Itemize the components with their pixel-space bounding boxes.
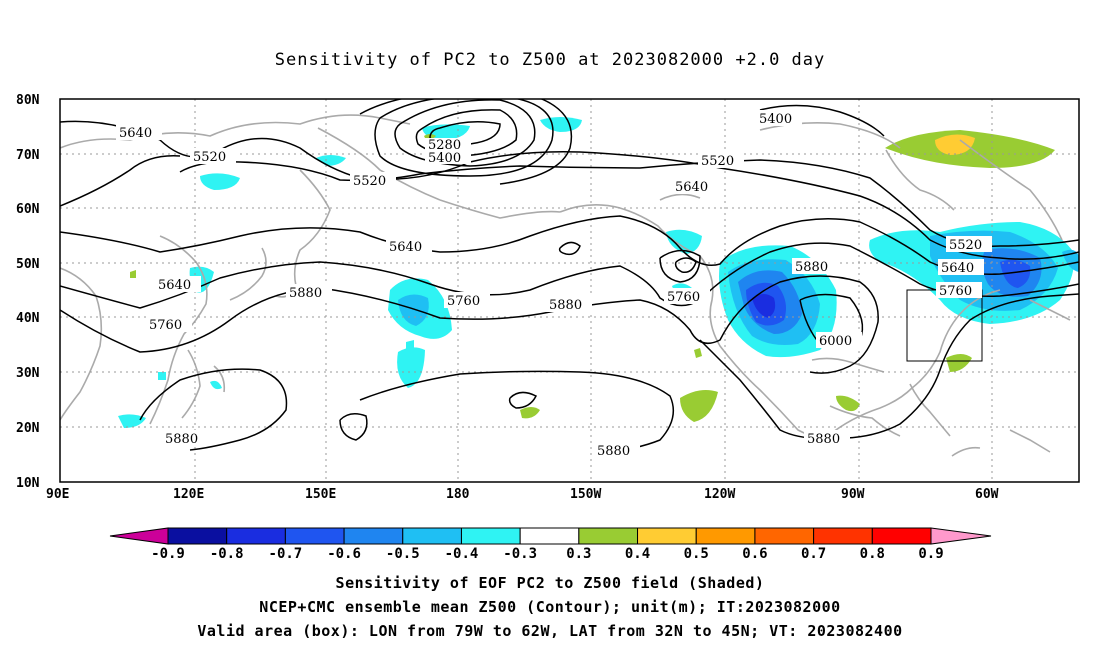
contour-label: 5880	[165, 432, 198, 447]
colorbar-segment	[402, 527, 462, 545]
colorbar-label: 0.6	[742, 546, 767, 562]
colorbar-label: -0.5	[386, 546, 420, 562]
colorbar-label: 0.3	[566, 546, 591, 562]
colorbar-segments	[167, 527, 932, 545]
colorbar-label: -0.8	[210, 546, 244, 562]
lat-label: 60N	[16, 202, 40, 217]
colorbar-label: -0.7	[269, 546, 303, 562]
caption-line-3: Valid area (box): LON from 79W to 62W, L…	[197, 622, 903, 640]
contour-label-group: 5640 5520 5520 5280 5400 5400 5520 5640 …	[116, 110, 992, 459]
colorbar-label: -0.9	[151, 546, 185, 562]
contour-label: 5760	[667, 290, 700, 305]
colorbar-segment	[578, 527, 639, 545]
caption-line-2: NCEP+CMC ensemble mean Z500 (Contour); u…	[259, 598, 841, 616]
plot-frame	[59, 98, 1080, 483]
lon-label: 120W	[704, 487, 735, 502]
contour-label: 5640	[119, 126, 152, 141]
colorbar-label: -0.6	[327, 546, 361, 562]
coastlines	[60, 114, 1071, 457]
contour-label: 5880	[597, 444, 630, 459]
lat-label: 80N	[16, 93, 40, 108]
colorbar-label: -0.3	[503, 546, 537, 562]
contour-label: 5640	[389, 240, 422, 255]
colorbar-segment	[519, 527, 580, 545]
contour-label: 5640	[941, 261, 974, 276]
lat-label: 50N	[16, 257, 40, 272]
colorbar-segment	[695, 527, 756, 545]
colorbar-label: 0.8	[860, 546, 885, 562]
colorbar-segment	[226, 527, 286, 545]
contour-label: 5640	[158, 278, 191, 293]
colorbar-label: -0.4	[445, 546, 479, 562]
lat-label: 70N	[16, 148, 40, 163]
latitude-labels: 80N 70N 60N 50N 40N 30N 20N 10N	[16, 93, 40, 491]
contour-label: 5760	[149, 318, 182, 333]
lon-label: 150W	[570, 487, 601, 502]
lat-label: 40N	[16, 311, 40, 326]
colorbar-segment	[754, 527, 815, 545]
colorbar-segment	[343, 527, 404, 545]
lon-label: 150E	[305, 487, 336, 502]
lat-label: 30N	[16, 366, 40, 381]
colorbar-segment	[813, 527, 873, 545]
contour-label: 5880	[549, 298, 582, 313]
lon-label: 90E	[46, 487, 69, 502]
lat-label: 20N	[16, 421, 40, 436]
colorbar-labels: -0.9 -0.8 -0.7 -0.6 -0.5 -0.4 -0.3 0.3 0.4 0.5 0.6…	[151, 546, 944, 562]
lat-label: 10N	[16, 476, 40, 491]
contour-label: 5520	[949, 238, 982, 253]
contour-label: 6000	[819, 334, 852, 349]
contour-label: 5880	[289, 286, 322, 301]
contour-label: 5520	[353, 174, 386, 189]
caption-line-1: Sensitivity of EOF PC2 to Z500 field (Sh…	[335, 574, 765, 592]
lon-label: 180	[446, 487, 470, 502]
contour-label: 5880	[795, 260, 828, 275]
longitude-labels: 90E 120E 150E 180 150W 120W 90W 60W	[46, 487, 999, 502]
lon-label: 60W	[975, 487, 999, 502]
lon-label: 90W	[841, 487, 865, 502]
colorbar-label: 0.5	[684, 546, 709, 562]
colorbar-label: 0.7	[801, 546, 826, 562]
page-title: Sensitivity of PC2 to Z500 at 2023082000…	[274, 50, 826, 70]
contour-label: 5520	[701, 154, 734, 169]
colorbar-segment	[460, 527, 521, 545]
colorbar-segment	[284, 527, 345, 545]
contour-label: 5400	[428, 151, 461, 166]
lon-label: 120E	[173, 487, 204, 502]
contour-label: 5520	[193, 150, 226, 165]
colorbar-left-arrow	[109, 527, 169, 545]
colorbar: -0.9 -0.8 -0.7 -0.6 -0.5 -0.4 -0.3 0.3 0.4 0.5 0.6…	[109, 527, 992, 562]
colorbar-segment	[871, 527, 932, 545]
colorbar-segment	[637, 527, 697, 545]
contour-label: 5640	[675, 180, 708, 195]
colorbar-segment	[167, 527, 228, 545]
contour-label: 5760	[447, 294, 480, 309]
contour-label: 5760	[939, 284, 972, 299]
contour-label: 5400	[759, 112, 792, 127]
colorbar-label: 0.9	[918, 546, 943, 562]
colorbar-right-arrow	[930, 527, 992, 545]
colorbar-label: 0.4	[625, 546, 650, 562]
contour-label: 5280	[428, 138, 461, 153]
contour-label: 5880	[807, 432, 840, 447]
